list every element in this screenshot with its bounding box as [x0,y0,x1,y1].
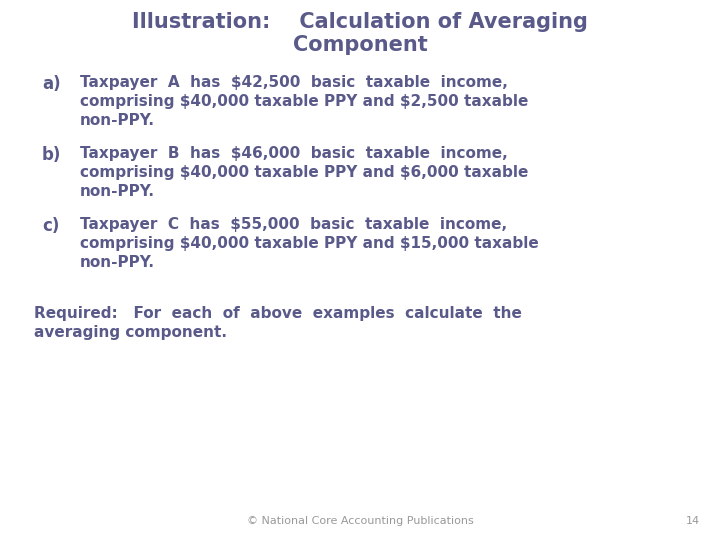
Text: Taxpayer  A  has  \$42,500  basic  taxable  income,: Taxpayer A has \$42,500 basic taxable in… [80,75,508,90]
Text: Taxpayer  B  has  \$46,000  basic  taxable  income,: Taxpayer B has \$46,000 basic taxable in… [80,146,508,161]
Text: Component: Component [292,35,428,55]
Text: Required:   For  each  of  above  examples  calculate  the: Required: For each of above examples cal… [34,306,522,321]
Text: non-PPY.: non-PPY. [80,113,155,128]
Text: Illustration:    Calculation of Averaging: Illustration: Calculation of Averaging [132,12,588,32]
Text: non-PPY.: non-PPY. [80,255,155,270]
Text: comprising \$40,000 taxable PPY and \$15,000 taxable: comprising \$40,000 taxable PPY and \$15… [80,236,539,251]
Text: averaging component.: averaging component. [34,325,227,340]
Text: a): a) [42,75,60,93]
Text: 14: 14 [686,516,700,526]
Text: c): c) [42,217,59,235]
Text: non-PPY.: non-PPY. [80,184,155,199]
Text: b): b) [42,146,61,164]
Text: comprising \$40,000 taxable PPY and \$6,000 taxable: comprising \$40,000 taxable PPY and \$6,… [80,165,528,180]
Text: © National Core Accounting Publications: © National Core Accounting Publications [247,516,473,526]
Text: comprising \$40,000 taxable PPY and \$2,500 taxable: comprising \$40,000 taxable PPY and \$2,… [80,94,528,109]
Text: Taxpayer  C  has  \$55,000  basic  taxable  income,: Taxpayer C has \$55,000 basic taxable in… [80,217,507,232]
